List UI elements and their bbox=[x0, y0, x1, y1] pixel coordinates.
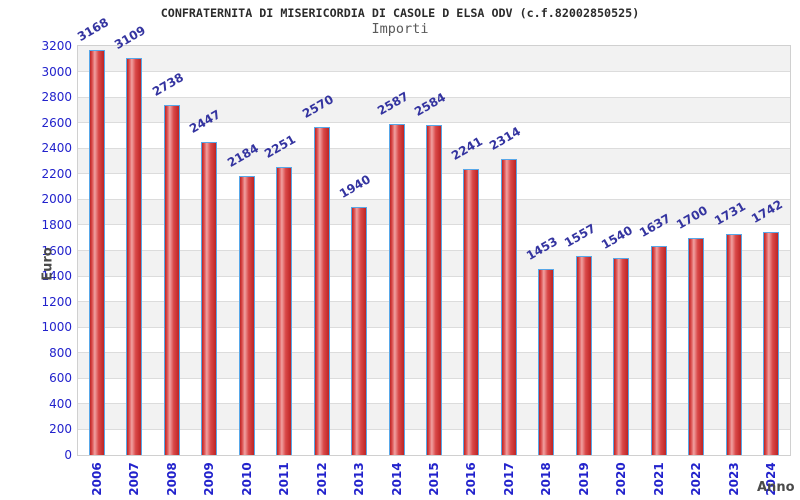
bar bbox=[201, 142, 218, 455]
x-axis-tick-label: 2015 bbox=[427, 462, 441, 496]
plot-band bbox=[78, 46, 790, 72]
bar bbox=[763, 232, 780, 455]
bar bbox=[426, 124, 442, 455]
bar bbox=[575, 256, 592, 455]
y-axis-tick-label: 400 bbox=[49, 396, 72, 411]
bar bbox=[538, 269, 555, 455]
x-axis-tick-label: 2010 bbox=[239, 462, 254, 496]
x-axis-tick-label: 2012 bbox=[314, 462, 329, 496]
y-axis-tick-label: 2200 bbox=[41, 166, 72, 181]
gridline bbox=[78, 96, 790, 98]
x-axis-tick-label: 2009 bbox=[202, 462, 217, 496]
y-axis-tick-label: 2800 bbox=[41, 90, 72, 105]
plot-band bbox=[78, 71, 790, 98]
bar bbox=[163, 105, 180, 455]
y-axis-tick-label: 1600 bbox=[41, 243, 72, 258]
x-axis-tick-label: 2006 bbox=[89, 462, 104, 496]
bar bbox=[725, 233, 742, 455]
y-axis-title: Euro bbox=[40, 247, 56, 281]
x-axis-tick-label: 2013 bbox=[352, 462, 367, 496]
bar bbox=[613, 258, 630, 455]
chart-subtitle: Importi bbox=[371, 21, 429, 37]
y-axis-tick-label: 600 bbox=[49, 371, 72, 386]
y-axis-tick-label: 1400 bbox=[41, 269, 72, 284]
x-axis-tick-label: 2011 bbox=[277, 462, 292, 496]
y-axis-tick-label: 2000 bbox=[41, 192, 72, 207]
x-axis-tick-label: 2018 bbox=[539, 462, 554, 496]
x-axis-tick-label: 2017 bbox=[501, 462, 516, 496]
bar bbox=[463, 168, 480, 455]
x-axis-tick-label: 2007 bbox=[127, 462, 142, 496]
y-axis-tick-label: 200 bbox=[49, 422, 72, 437]
y-axis-tick-label: 0 bbox=[64, 448, 72, 462]
y-axis-tick-label: 1200 bbox=[41, 294, 72, 309]
x-axis-title: Anno bbox=[757, 480, 795, 495]
x-axis-tick-label: 2008 bbox=[164, 462, 179, 496]
bar bbox=[238, 175, 255, 455]
bar bbox=[88, 50, 105, 455]
bar bbox=[126, 57, 143, 455]
bar bbox=[276, 167, 293, 455]
gridline bbox=[78, 122, 790, 124]
x-axis-tick-label: 2021 bbox=[651, 462, 666, 496]
plot-band bbox=[78, 97, 790, 123]
plot-area bbox=[77, 45, 791, 456]
x-axis-tick-label: 2023 bbox=[726, 462, 741, 496]
y-axis-tick-label: 2600 bbox=[41, 115, 72, 130]
gridline bbox=[78, 71, 790, 73]
y-axis-tick-label: 3000 bbox=[41, 64, 72, 79]
bar bbox=[351, 207, 368, 455]
y-axis-tick-label: 1800 bbox=[41, 217, 72, 232]
x-axis-tick-label: 2014 bbox=[389, 462, 404, 496]
bar bbox=[650, 245, 667, 455]
bar bbox=[313, 126, 330, 455]
y-axis-tick-label: 1000 bbox=[41, 320, 72, 335]
chart-title: CONFRATERNITA DI MISERICORDIA DI CASOLE … bbox=[160, 6, 640, 20]
x-axis-tick-label: 2019 bbox=[576, 462, 591, 496]
bar bbox=[388, 124, 405, 455]
x-axis-tick-label: 2020 bbox=[614, 462, 629, 496]
y-axis-tick-label: 800 bbox=[49, 345, 72, 360]
y-axis-tick-label: 3200 bbox=[41, 39, 72, 53]
x-axis-tick-label: 2016 bbox=[464, 462, 479, 496]
y-axis-tick-label: 2400 bbox=[41, 141, 72, 156]
bar bbox=[500, 159, 517, 455]
x-axis-tick-label: 2022 bbox=[689, 462, 704, 496]
bar bbox=[688, 237, 705, 455]
